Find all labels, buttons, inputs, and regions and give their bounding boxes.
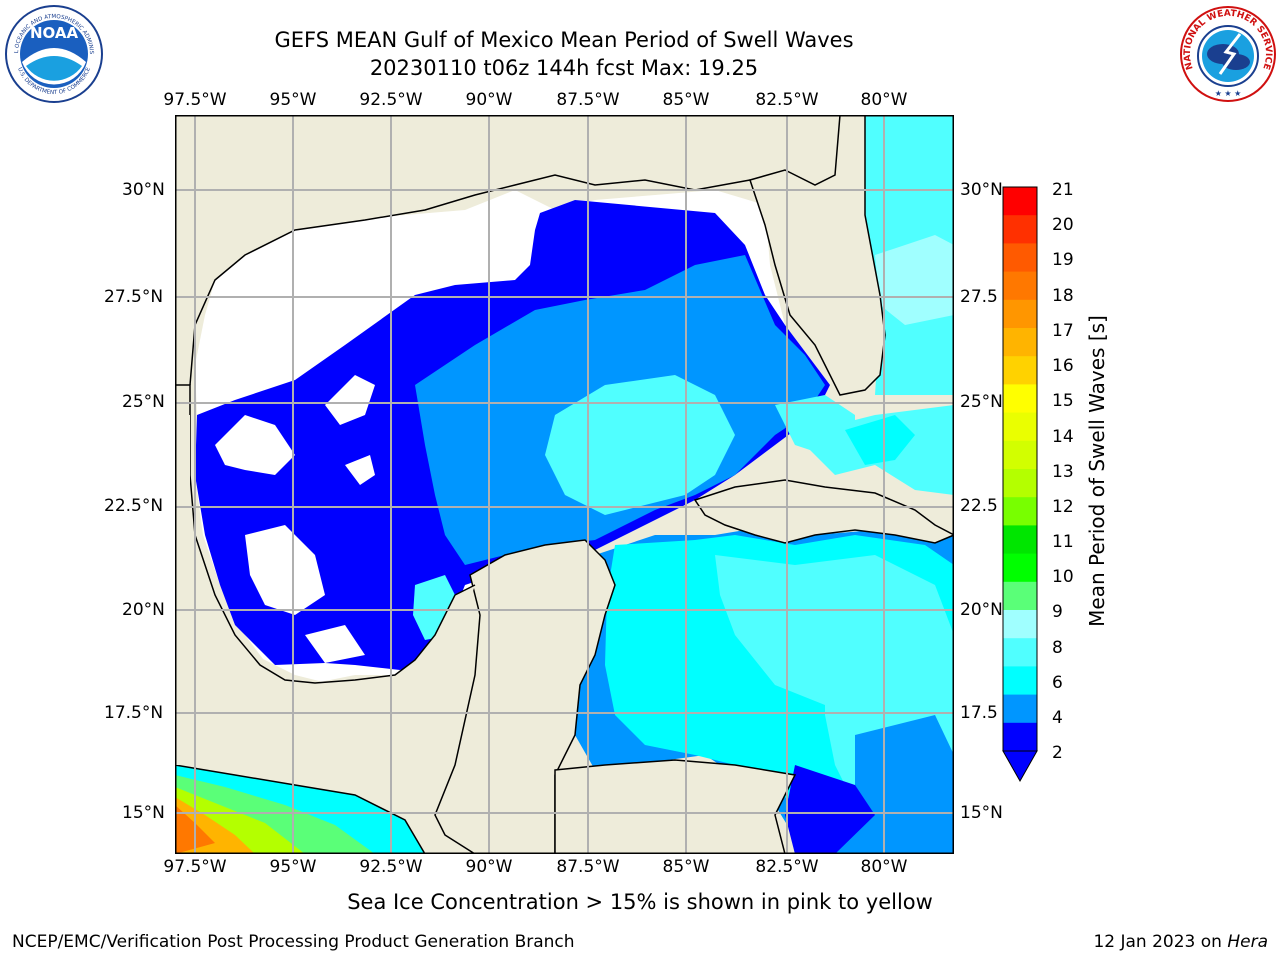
colorbar-tick: 15: [1052, 391, 1074, 411]
lat-label: 15°N: [122, 803, 165, 823]
colorbar-segment: [1003, 469, 1037, 498]
lon-label: 85°W: [662, 857, 710, 877]
colorbar-segment: [1003, 722, 1037, 752]
colorbar-segment: [1003, 581, 1037, 611]
colorbar-tick: 18: [1052, 286, 1074, 306]
lat-label: 17.5: [960, 703, 998, 723]
lon-label: 95°W: [269, 857, 317, 877]
colorbar-segment: [1003, 610, 1037, 639]
colorbar-tick: 10: [1052, 567, 1074, 587]
lat-label: 17.5°N: [104, 703, 164, 723]
colorbar-tick: 12: [1052, 497, 1074, 517]
colorbar-tick: 4: [1052, 708, 1063, 728]
colorbar-segment: [1003, 412, 1037, 442]
colorbar-segment: [1003, 497, 1037, 526]
colorbar-segment: [1003, 299, 1037, 329]
colorbar-tick: 13: [1052, 462, 1074, 482]
colorbar-segment: [1003, 440, 1037, 470]
noaa-logo: NOAA NATIONAL OCEANIC AND ATMOSPHERIC AD…: [4, 4, 103, 103]
colorbar-tick: 11: [1052, 532, 1074, 552]
lon-label: 80°W: [860, 857, 908, 877]
lon-label: 95°W: [269, 90, 317, 110]
lat-label: 30°N: [122, 180, 165, 200]
lon-label: 97.5°W: [163, 857, 227, 877]
colorbar-label: Mean Period of Swell Waves [s]: [1085, 315, 1109, 627]
colorbar-segment: [1003, 215, 1037, 244]
gulf-map: [175, 115, 954, 854]
colorbar-segment: [1003, 384, 1037, 414]
colorbar-segment: [1003, 666, 1037, 696]
lon-label: 90°W: [465, 90, 513, 110]
lat-label: 20°N: [960, 600, 1003, 620]
gridlines: [175, 115, 954, 854]
central-america-land: [554, 759, 797, 854]
colorbar-tick: 21: [1052, 180, 1074, 200]
colorbar-tick: 20: [1052, 215, 1074, 235]
lat-label: 25°N: [122, 392, 165, 412]
lon-label: 87.5°W: [556, 857, 620, 877]
lat-label: 25°N: [960, 392, 1003, 412]
colorbar-tick: 16: [1052, 356, 1074, 376]
lat-label: 22.5°N: [104, 496, 164, 516]
sea-ice-note: Sea Ice Concentration > 15% is shown in …: [347, 890, 933, 914]
lon-label: 82.5°W: [755, 857, 819, 877]
yucatan-land: [434, 539, 616, 854]
colorbar-segment: [1003, 271, 1037, 301]
colorbar-tick: 2: [1052, 743, 1063, 763]
lon-label: 80°W: [860, 90, 908, 110]
colorbar-segment: [1003, 356, 1037, 385]
colorbar-segment: [1003, 525, 1037, 555]
lat-label: 22.5: [960, 496, 998, 516]
cuba-land: [693, 479, 954, 544]
svg-text:★ ★ ★: ★ ★ ★: [1215, 89, 1242, 98]
noaa-logo-text: NOAA: [30, 24, 79, 42]
colorbar-tick: 9: [1052, 602, 1063, 622]
nws-logo: NATIONAL WEATHER SERVICE ★ ★ ★: [1180, 6, 1276, 102]
lon-label: 85°W: [662, 90, 710, 110]
colorbar-tick: 14: [1052, 427, 1074, 447]
lat-label: 15°N: [960, 803, 1003, 823]
colorbar-segment: [1003, 553, 1037, 583]
lon-label: 87.5°W: [556, 90, 620, 110]
lon-label: 92.5°W: [359, 857, 423, 877]
lon-label: 92.5°W: [359, 90, 423, 110]
lat-label: 27.5: [960, 287, 998, 307]
colorbar-tick: 6: [1052, 673, 1063, 693]
colorbar-tick: 8: [1052, 638, 1063, 658]
lat-label: 30°N: [960, 180, 1003, 200]
colorbar-segment: [1003, 187, 1037, 216]
colorbar-extend-arrow: [1002, 750, 1038, 783]
footer-date: 12 Jan 2023 on Hera: [1093, 932, 1268, 952]
colorbar-tick: 19: [1052, 250, 1074, 270]
colorbar-segment: [1003, 638, 1037, 667]
colorbar-segment: [1003, 694, 1037, 724]
map-subtitle: 20230110 t06z 144h fcst Max: 19.25: [369, 56, 759, 80]
colorbar-segment: [1003, 328, 1037, 357]
colorbar: [1002, 186, 1038, 783]
lat-label: 27.5°N: [104, 287, 164, 307]
footer-machine: Hera: [1227, 932, 1268, 952]
lon-label: 97.5°W: [163, 90, 227, 110]
footer-date-text: 12 Jan 2023 on: [1093, 932, 1228, 952]
footer-credit: NCEP/EMC/Verification Post Processing Pr…: [12, 932, 575, 952]
mexico-coast: [175, 115, 555, 685]
colorbar-segment: [1003, 243, 1037, 273]
lon-label: 82.5°W: [755, 90, 819, 110]
lat-label: 20°N: [122, 600, 165, 620]
map-title: GEFS MEAN Gulf of Mexico Mean Period of …: [274, 28, 854, 52]
lon-label: 90°W: [465, 857, 513, 877]
colorbar-tick: 17: [1052, 321, 1074, 341]
